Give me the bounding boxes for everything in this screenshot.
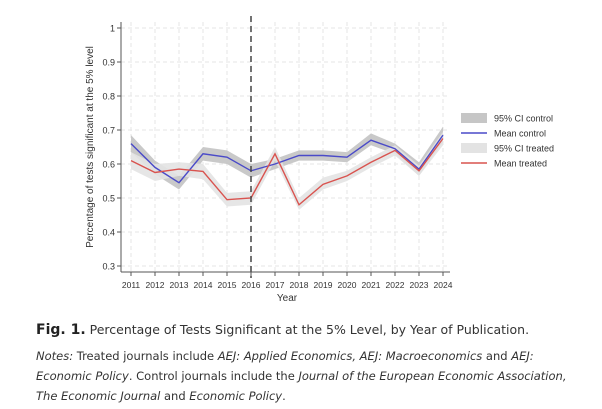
legend-label: Mean treated: [494, 159, 547, 169]
y-tick-label: 0.7: [102, 126, 115, 136]
ci-bands: [131, 126, 443, 210]
legend-swatch: [461, 143, 487, 153]
series-line-mean-control: [130, 134, 444, 184]
journal-name: AEJ: Economic Policy: [36, 349, 534, 383]
y-tick-label: 1: [110, 24, 115, 34]
x-tick-label: 2020: [338, 280, 357, 290]
legend-label: Mean control: [494, 129, 546, 139]
figure-label: Fig. 1.: [36, 322, 86, 338]
figure-title-text: Percentage of Tests Significant at the 5…: [85, 322, 530, 337]
y-tick-label: 0.8: [102, 92, 115, 102]
x-tick-label: 2016: [242, 280, 261, 290]
legend: 95% CI control Mean control 95% CI treated…: [461, 113, 554, 169]
notes-text: Treated journals include: [73, 349, 218, 363]
x-tick-label: 2011: [122, 280, 141, 290]
journal-name: Journal of the European Economic Associa…: [36, 369, 567, 403]
notes-text: .: [282, 389, 286, 403]
series-lines: [130, 134, 444, 206]
axes: 0.3 0.4 0.5 0.6 0.7 0.8 0.9 1 2011 2012 2013 2014 20…: [102, 22, 453, 290]
x-tick-label: 2021: [362, 280, 381, 290]
series-line-mean-treated: [130, 138, 444, 206]
x-tick-label: 2022: [386, 280, 405, 290]
x-axis-label: Year: [277, 293, 298, 304]
x-tick-label: 2024: [434, 280, 453, 290]
chart: 0.3 0.4 0.5 0.6 0.7 0.8 0.9 1 2011 2012 2013 2014 20…: [85, 16, 554, 304]
y-tick-label: 0.4: [102, 228, 115, 238]
legend-swatch: [461, 113, 487, 123]
x-tick-label: 2018: [290, 280, 309, 290]
legend-label: 95% CI treated: [494, 144, 554, 154]
legend-label: 95% CI control: [494, 114, 553, 124]
notes-text: . Control journals include the: [128, 369, 299, 383]
y-tick-label: 0.5: [102, 194, 115, 204]
notes-text: and: [160, 389, 190, 403]
x-tick-label: 2012: [146, 280, 165, 290]
ci-band-control: [131, 126, 443, 190]
figure-title: Fig. 1. Percentage of Tests Significant …: [36, 322, 576, 338]
y-tick-label: 0.9: [102, 58, 115, 68]
x-tick-label: 2014: [194, 280, 213, 290]
x-tick-label: 2015: [218, 280, 237, 290]
notes-label: Notes:: [36, 349, 74, 363]
figure-notes: Notes: Treated journals include AEJ: App…: [36, 346, 576, 406]
notes-text: and: [482, 349, 512, 363]
x-tick-label: 2023: [410, 280, 429, 290]
journal-name: Economic Policy: [189, 389, 283, 403]
grid: [121, 22, 450, 272]
figure-caption: Fig. 1. Percentage of Tests Significant …: [36, 322, 576, 406]
x-tick-label: 2017: [266, 280, 285, 290]
x-tick-label: 2013: [170, 280, 189, 290]
x-tick-label: 2019: [314, 280, 333, 290]
y-tick-label: 0.6: [102, 160, 115, 170]
journal-name: AEJ: Applied Economics, AEJ: Macroeconom…: [217, 349, 483, 363]
y-axis-label: Percentage of tests significant at the 5…: [85, 46, 96, 248]
y-tick-label: 0.3: [102, 262, 115, 272]
